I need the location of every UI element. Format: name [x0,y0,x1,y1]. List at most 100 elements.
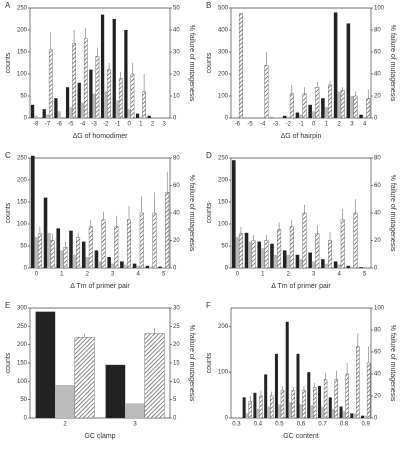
y2-tick-label: 5 [173,397,177,403]
bar [147,115,151,118]
bar [264,64,269,119]
bar [56,228,61,268]
x-tick-label: 0 [312,122,316,128]
x-tick-label: 3 [111,272,115,278]
bar [353,212,358,269]
bar [101,219,106,269]
bar [286,254,291,268]
x-tick-label: 2 [338,122,342,128]
bar [30,104,35,118]
y-tick-label: 200 [218,178,229,184]
bar [282,115,287,118]
x-tick-label: -8 [33,122,39,128]
y-tick-label: 0 [24,416,28,422]
bar [118,78,123,119]
bar [353,95,358,119]
y-tick-label: 400 [218,28,229,34]
y-tick-label: 50 [20,244,27,250]
y-tick-label: 100 [17,222,28,228]
y-tick-label: 0 [225,416,229,422]
bar [34,115,38,118]
bar [72,43,76,119]
x-tick-label: 0.3 [232,422,241,428]
y2-tick-label: 15 [173,361,180,367]
y2-tick-label: 60 [374,350,381,356]
bar [274,353,278,418]
y-tick-label: 0 [225,116,229,122]
bar [277,229,282,269]
bar [31,155,35,268]
bar [34,237,39,268]
bar [37,233,42,269]
bar [313,387,317,419]
bar [286,116,291,118]
bar [302,390,306,419]
bar [244,232,249,268]
y2-tick-label: 50 [173,6,180,12]
y2-axis-label: % failure of mutagenesis [188,25,195,102]
y-tick-label: 0 [225,266,229,272]
bar [331,408,335,418]
bar [115,100,120,118]
bar [261,248,265,268]
y2-axis-label: % failure of mutagenesis [389,325,396,402]
y-tick-label: 200 [17,28,28,34]
y2-tick-label: 0 [173,116,177,122]
y-tick-label: 100 [218,94,229,100]
y-tick-label: 200 [17,178,28,184]
x-tick-label: -5 [247,122,253,128]
y2-axis-label: % failure of mutagenesis [188,175,195,252]
y2-tick-label: 30 [173,50,180,56]
bar [328,84,332,119]
bar [130,73,135,119]
y2-tick-label: 40 [173,211,180,217]
x-tick-label: -6 [56,122,62,128]
bar [124,30,128,118]
y2-tick-label: 20 [173,72,180,78]
y2-tick-label: 0 [173,416,177,422]
y2-axis-label: % failure of mutagenesis [389,175,396,252]
y2-axis-label: % failure of mutagenesis [188,325,195,402]
y2-tick-label: 20 [173,342,180,348]
bar [282,250,287,268]
y-tick-label: 500 [218,6,229,12]
bar [114,226,119,269]
y2-tick-label: 60 [374,183,381,189]
x-tick-label: -6 [235,122,241,128]
y2-tick-label: 0 [374,116,378,122]
bar [248,401,252,419]
bar [125,403,145,418]
bar [270,395,274,419]
bar [337,91,341,118]
x-tick-label: 3 [350,122,354,128]
y2-tick-label: 80 [374,328,381,334]
y2-tick-label: 20 [374,394,381,400]
bar [361,415,365,418]
x-axis-label: GC content [283,433,318,440]
panel-label: F [206,301,211,310]
y2-tick-label: 40 [374,211,381,217]
bar [346,265,351,268]
x-tick-label: -1 [298,122,304,128]
y-tick-label: 150 [17,50,28,56]
bar [136,265,140,268]
y2-tick-label: 20 [173,238,180,244]
bar [161,267,166,268]
panel-label: A [5,1,11,10]
bar [253,392,257,418]
bar [359,114,363,118]
x-tick-label: -2 [103,122,109,128]
y-tick-label: 0 [24,266,28,272]
x-axis-label: Δ Tm of primer pair [70,283,130,290]
bar [132,263,137,268]
bar [311,111,316,118]
x-tick-label: 2 [151,122,155,128]
bar [366,97,371,119]
bar [107,69,111,119]
bar [289,226,294,269]
y-tick-label: 150 [17,361,28,367]
bar [350,96,354,118]
bar [158,266,162,268]
bar [307,372,311,418]
bar [339,406,343,418]
